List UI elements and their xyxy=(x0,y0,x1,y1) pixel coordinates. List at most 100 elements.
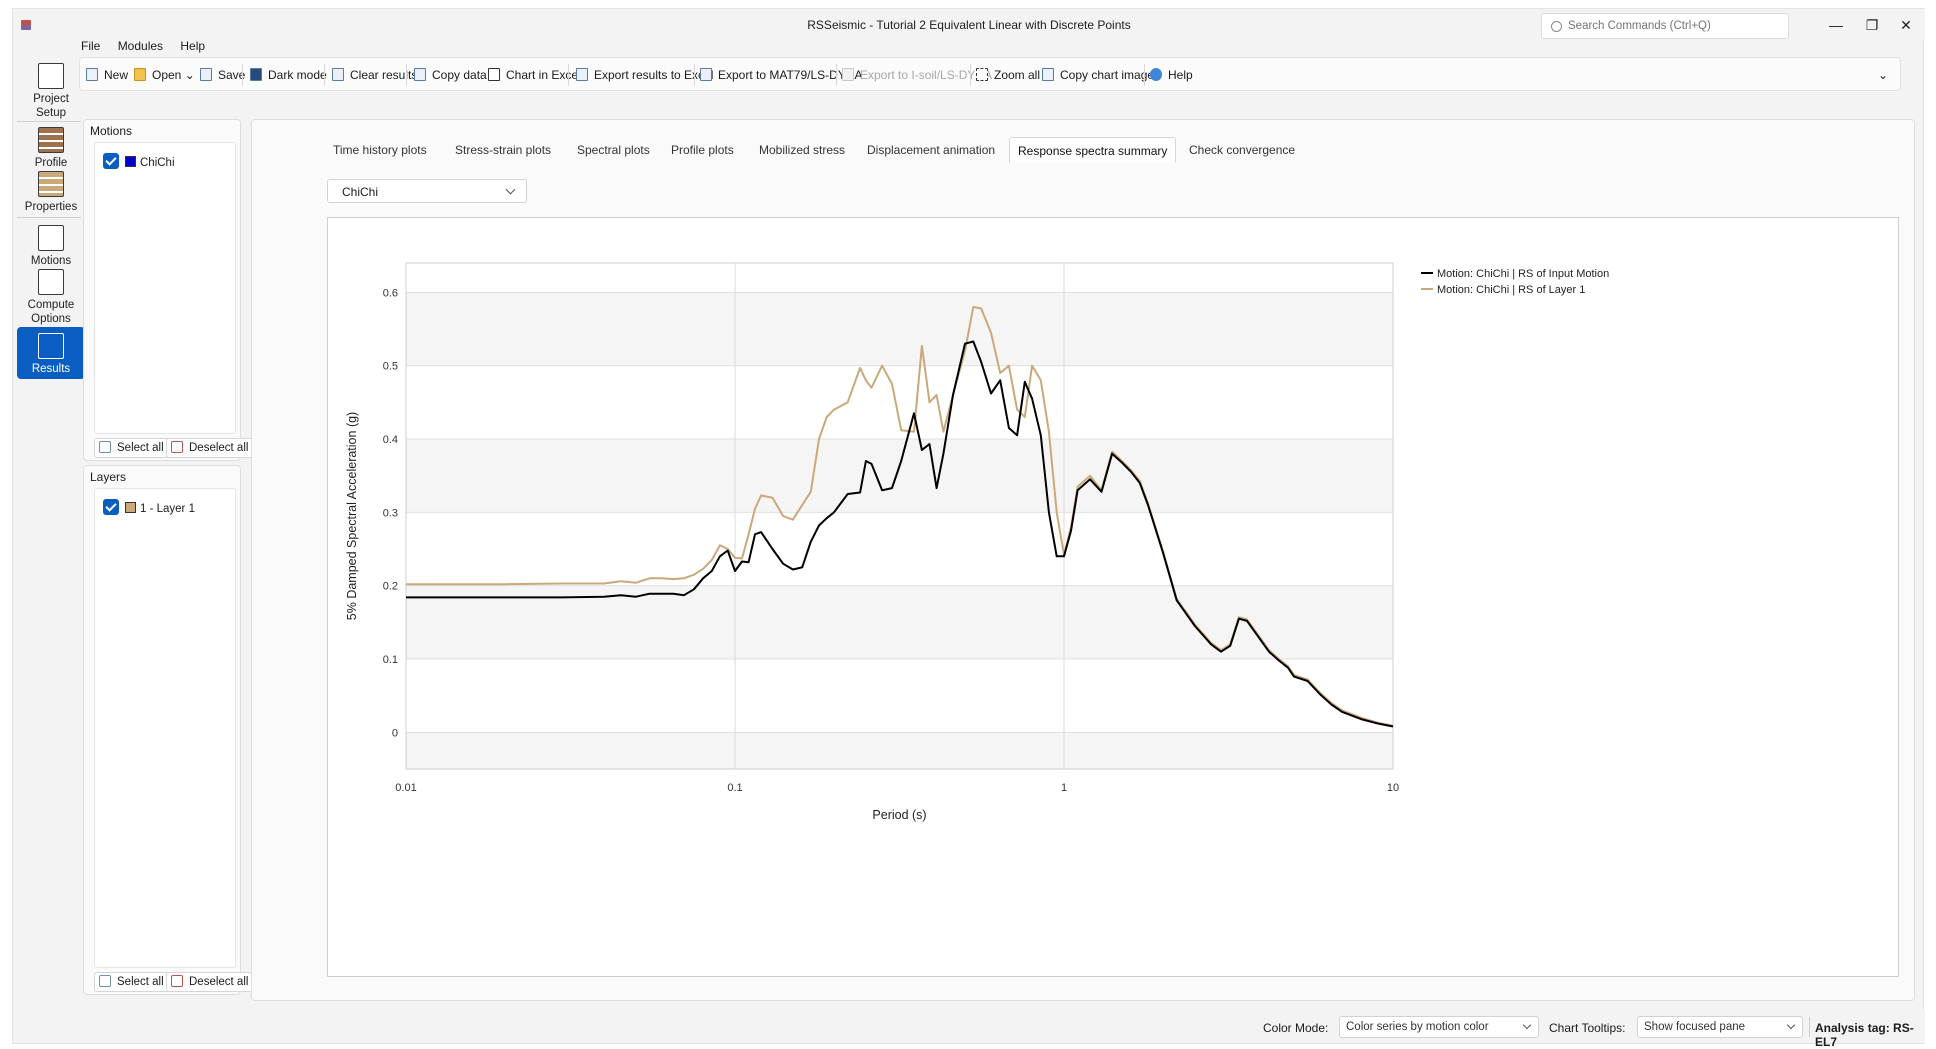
help-button[interactable]: Help xyxy=(1150,65,1193,85)
x-tick-label: 1 xyxy=(1061,782,1067,794)
chevron-down-icon xyxy=(1522,1020,1532,1030)
response-spectra-chart[interactable]: 0 0.1 0.2 0.3 0.4 0.5 0.6 0.01 0.1 1 10 Period (s) 5… xyxy=(328,218,1898,976)
copy-chart-image-button[interactable]: Copy chart image xyxy=(1042,65,1154,85)
tab-check-convergence[interactable]: Check convergence xyxy=(1189,143,1296,157)
layers-panel: Layers 1 - Layer 1 Select all Deselect a… xyxy=(83,465,256,995)
zoom-all-button[interactable]: Zoom all xyxy=(976,65,1040,85)
motions-icon xyxy=(38,225,64,251)
clear-icon xyxy=(332,68,344,81)
tab-profile-plots[interactable]: Profile plots xyxy=(671,143,734,157)
search-commands-box[interactable] xyxy=(1541,13,1789,39)
deselect-all-icon xyxy=(171,975,183,987)
legend-label: Motion: ChiChi | RS of Layer 1 xyxy=(1437,284,1585,296)
plot-band xyxy=(406,439,1393,513)
checkbox-checked-icon[interactable] xyxy=(103,499,119,515)
menu-modules[interactable]: Modules xyxy=(117,39,164,53)
tab-time-history-plots[interactable]: Time history plots xyxy=(333,143,427,157)
layer-item[interactable]: 1 - Layer 1 xyxy=(103,499,195,515)
chevron-down-icon xyxy=(1786,1020,1796,1030)
tab-stress-strain-plots[interactable]: Stress-strain plots xyxy=(455,143,552,157)
project-setup-icon xyxy=(38,63,64,89)
rail-results[interactable]: Results xyxy=(17,327,85,379)
rail-properties[interactable]: Properties xyxy=(17,171,85,214)
export-isoil-button[interactable]: Export to I-soil/LS-DYNA xyxy=(842,65,992,85)
rail-label: Project Setup xyxy=(33,93,69,119)
motions-deselect-all-button[interactable]: Deselect all xyxy=(166,438,256,458)
motions-panel-title: Motions xyxy=(90,124,133,138)
tab-displacement-animation[interactable]: Displacement animation xyxy=(867,143,996,157)
rail-profile[interactable]: Profile xyxy=(17,127,85,170)
image-icon xyxy=(1042,68,1054,81)
chevron-down-icon xyxy=(505,184,516,195)
motion-item[interactable]: ChiChi xyxy=(103,153,175,169)
module-rail: Project Setup Profile Properties Motions… xyxy=(13,41,85,1011)
properties-icon xyxy=(38,171,64,197)
x-tick-label: 0.01 xyxy=(395,782,416,794)
rail-label: Motions xyxy=(30,255,72,267)
layers-deselect-all-button[interactable]: Deselect all xyxy=(166,972,256,992)
dark-mode-icon xyxy=(250,68,262,81)
profile-icon xyxy=(38,127,64,153)
close-button[interactable]: ✕ xyxy=(1900,17,1912,33)
color-mode-label: Color Mode: xyxy=(1263,1021,1329,1035)
zoom-all-icon xyxy=(976,68,988,81)
dark-mode-button[interactable]: Dark mode xyxy=(250,65,327,85)
chart-tooltips-label: Chart Tooltips: xyxy=(1549,1021,1626,1035)
window-title: RSSeismic - Tutorial 2 Equivalent Linear… xyxy=(807,18,1131,32)
x-tick-label: 0.1 xyxy=(727,782,742,794)
new-button[interactable]: New xyxy=(86,65,128,85)
export-icon xyxy=(576,68,588,81)
copy-data-icon xyxy=(414,68,426,81)
save-icon xyxy=(200,68,212,81)
minimize-button[interactable]: — xyxy=(1829,17,1843,33)
app-window: RSSeismic - Tutorial 2 Equivalent Linear… xyxy=(12,8,1925,1049)
y-tick-label: 0.4 xyxy=(383,434,398,446)
save-button[interactable]: Save xyxy=(200,65,245,85)
menu-help[interactable]: Help xyxy=(180,39,206,53)
bar-chart-icon xyxy=(488,68,500,81)
series-line xyxy=(406,340,1394,728)
motion-dropdown[interactable]: ChiChi xyxy=(327,179,527,203)
toolbar-expand-button[interactable]: ⌄ xyxy=(1878,65,1888,85)
rail-label: Compute Options xyxy=(27,299,75,325)
copy-data-button[interactable]: Copy data xyxy=(414,65,487,85)
select-all-icon xyxy=(99,441,111,453)
tab-mobilized-stress[interactable]: Mobilized stress xyxy=(759,143,846,157)
maximize-button[interactable]: ❐ xyxy=(1865,17,1879,33)
chart-in-excel-button[interactable]: Chart in Excel xyxy=(488,65,581,85)
checkbox-checked-icon[interactable] xyxy=(103,153,119,169)
y-tick-label: 0.5 xyxy=(383,361,398,373)
export-mat79-button[interactable]: Export to MAT79/LS-DYNA xyxy=(700,65,863,85)
rail-motions[interactable]: Motions xyxy=(17,225,85,268)
toolbar: New Open ⌄ Save Dark mode Clear results … xyxy=(79,57,1901,91)
chart-tooltips-select[interactable]: Show focused pane xyxy=(1637,1016,1803,1038)
rail-project-setup[interactable]: Project Setup xyxy=(17,63,85,120)
layers-panel-title: Layers xyxy=(90,470,127,484)
legend-label: Motion: ChiChi | RS of Input Motion xyxy=(1437,268,1609,280)
rail-label: Properties xyxy=(24,201,78,213)
motions-panel: Motions ChiChi Select all Deselect all xyxy=(83,119,256,461)
status-bar: Color Mode: Color series by motion color… xyxy=(13,1011,1925,1049)
motions-list: ChiChi xyxy=(94,142,236,434)
layers-select-all-button[interactable]: Select all xyxy=(94,972,171,992)
plot-band xyxy=(406,292,1393,366)
export-results-excel-button[interactable]: Export results to Excel xyxy=(576,65,713,85)
layers-list: 1 - Layer 1 xyxy=(94,488,236,968)
chart-area[interactable]: 0 0.1 0.2 0.3 0.4 0.5 0.6 0.01 0.1 1 10 Period (s) 5… xyxy=(327,217,1899,977)
tab-response-spectra-summary[interactable]: Response spectra summary xyxy=(1009,137,1177,163)
tab-spectral-plots[interactable]: Spectral plots xyxy=(577,143,650,157)
motions-select-all-button[interactable]: Select all xyxy=(94,438,171,458)
search-input[interactable] xyxy=(1568,17,1778,35)
x-axis-label: Period (s) xyxy=(872,808,926,822)
menu-file[interactable]: File xyxy=(81,39,101,53)
clear-results-button[interactable]: Clear results xyxy=(332,65,417,85)
rail-compute-options[interactable]: Compute Options xyxy=(17,269,85,326)
color-swatch xyxy=(125,502,136,513)
analysis-tag: Analysis tag: RS-EL7 xyxy=(1815,1021,1914,1049)
motion-dropdown-value: ChiChi xyxy=(342,185,379,199)
color-swatch xyxy=(125,156,136,167)
help-icon xyxy=(1150,68,1162,81)
color-mode-select[interactable]: Color series by motion color xyxy=(1339,1016,1539,1038)
calculator-icon xyxy=(38,269,64,295)
open-button[interactable]: Open ⌄ xyxy=(134,65,195,85)
